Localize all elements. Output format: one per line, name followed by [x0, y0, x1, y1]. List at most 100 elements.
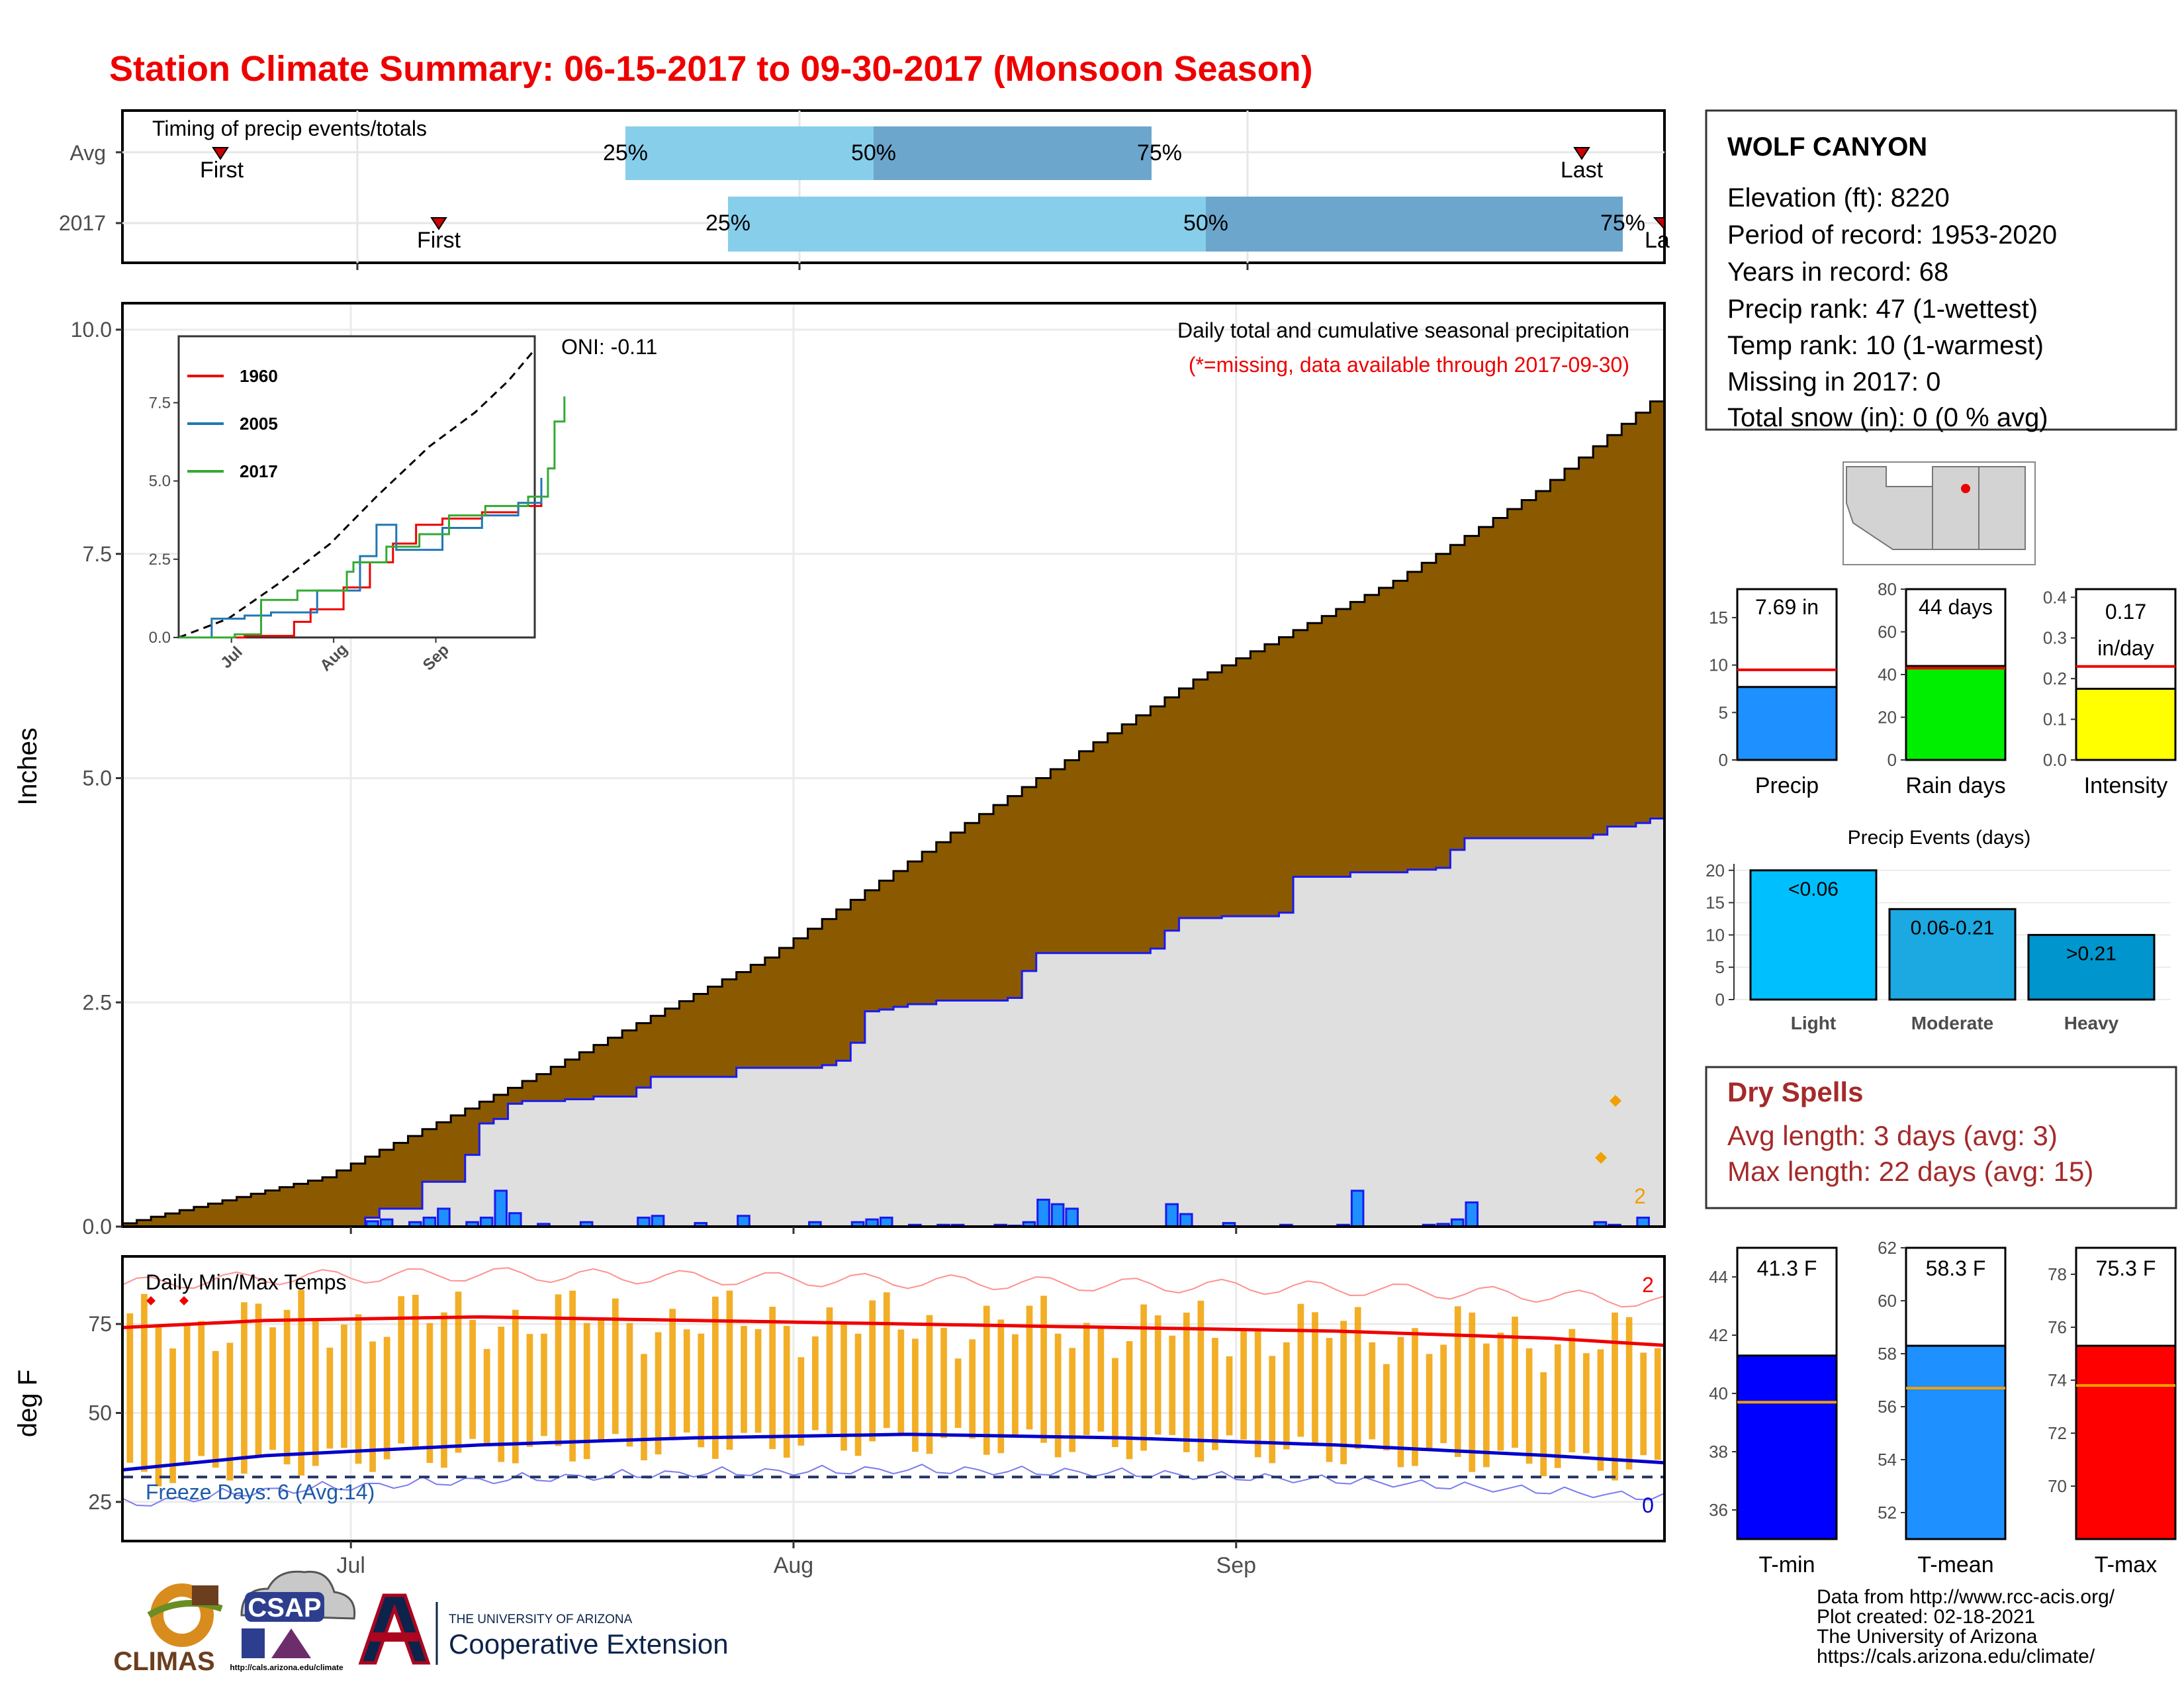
inset-ytick-label: 7.5	[149, 394, 171, 412]
station-line: Period of record: 1953-2020	[1727, 220, 2057, 250]
temp-day-bar	[1040, 1295, 1047, 1443]
inset-legend-label: 2005	[240, 414, 278, 434]
temp-day-bar	[526, 1334, 533, 1447]
csap-logo: CSAP http://cals.arizona.edu/climate	[230, 1570, 356, 1672]
temp-summary-label: T-max	[2095, 1552, 2157, 1577]
mini-bar-ytick: 0.3	[2043, 628, 2067, 648]
temp-title: Daily Min/Max Temps	[146, 1270, 346, 1294]
temp-day-bar	[1440, 1344, 1447, 1444]
station-line: Years in record: 68	[1727, 258, 1948, 287]
temp-summary-chart: 70 72 74 76 78 75.3 F T-max	[2048, 1246, 2177, 1577]
temp-summary-ytick: 78	[2048, 1264, 2067, 1284]
temp-day-bar	[1069, 1348, 1076, 1452]
mini-bar-ytick: 10	[1709, 655, 1728, 675]
timing-avg-first-marker	[212, 147, 229, 160]
mini-bar-ytick: 0	[1888, 750, 1897, 770]
temp-day-bar	[826, 1307, 833, 1434]
temp-day-bar	[1026, 1305, 1033, 1430]
temp-day-bar	[341, 1324, 347, 1448]
dry-spells-box: Dry Spells Avg length: 3 days (avg: 3) M…	[1705, 1066, 2177, 1209]
precip-ytick-label: 7.5	[83, 542, 112, 566]
station-line: Elevation (ft): 8220	[1727, 183, 1950, 212]
temp-day-bar	[626, 1323, 633, 1447]
temp-day-bar	[1197, 1300, 1205, 1462]
temp-day-bar	[712, 1296, 719, 1459]
temp-summary-bar	[1736, 1354, 1838, 1540]
temp-summary-label: T-min	[1759, 1552, 1815, 1577]
daily-precip-bar	[437, 1207, 451, 1228]
precip-note: (*=missing, data available through 2017-…	[1189, 353, 1629, 377]
temp-xtick-label: Jul	[336, 1553, 365, 1578]
temp-day-bar	[1254, 1328, 1261, 1458]
daily-precip-bar	[1050, 1203, 1065, 1228]
timing-panel: Timing of precip events/totals Avg 25% 5…	[59, 109, 1670, 270]
mini-bar-label: Intensity	[2084, 773, 2168, 798]
temp-day-bar	[141, 1293, 148, 1472]
temp-day-bar	[298, 1289, 305, 1476]
timing-avg-p75: 75%	[1137, 140, 1182, 165]
temp-day-bar	[1597, 1349, 1604, 1471]
events-ytick-label: 15	[1706, 893, 1725, 913]
timing-2017-row-label: 2017	[59, 211, 106, 235]
temp-day-bar	[1625, 1317, 1633, 1470]
temp-day-bar	[169, 1348, 176, 1483]
temp-day-bar	[183, 1325, 191, 1465]
temp-day-bar	[1140, 1304, 1147, 1451]
dry-spells-avg: Avg length: 3 days (avg: 3)	[1727, 1120, 2058, 1151]
daily-precip-bar	[1165, 1203, 1179, 1228]
mini-bar	[1905, 665, 2007, 761]
record-max-marker	[179, 1296, 189, 1305]
mini-bar-value: 44 days	[1919, 595, 1993, 619]
daily-precip-bar	[1179, 1213, 1193, 1228]
temp-day-bar	[1269, 1356, 1276, 1464]
temp-summary-ytick: 74	[2048, 1370, 2067, 1390]
timing-2017-bar-q2	[1206, 197, 1623, 252]
mini-bar	[1736, 686, 1838, 761]
events-ytick-label: 10	[1706, 925, 1725, 945]
events-bar-label: >0.21	[2066, 943, 2116, 964]
temp-day-bar	[1126, 1341, 1133, 1460]
temp-day-bar	[1483, 1343, 1490, 1468]
temp-day-bar	[498, 1327, 505, 1462]
record-min-line	[122, 1464, 1665, 1507]
temp-summary-ytick: 56	[1878, 1397, 1897, 1417]
mini-bar-ytick: 80	[1878, 579, 1897, 599]
station-line: Precip rank: 47 (1-wettest)	[1727, 295, 2038, 324]
temp-summary-ytick: 40	[1709, 1383, 1728, 1403]
temp-day-bar	[555, 1294, 562, 1446]
temp-day-bar	[198, 1321, 205, 1456]
temp-day-bar	[1283, 1342, 1290, 1450]
events-category-label: Moderate	[1911, 1013, 1993, 1033]
temp-day-bar	[212, 1350, 219, 1468]
temp-day-bar	[1525, 1348, 1533, 1464]
temp-max-count: 2	[1642, 1273, 1654, 1297]
station-line: Missing in 2017: 0	[1727, 367, 1940, 397]
daily-precip-bar	[422, 1216, 437, 1228]
precip-header: Daily total and cumulative seasonal prec…	[1177, 318, 1629, 342]
timing-2017-bar-q1	[728, 197, 1206, 252]
daily-precip-bar	[879, 1216, 893, 1228]
temp-xtick-label: Aug	[774, 1553, 814, 1578]
temp-day-bar	[1240, 1330, 1247, 1440]
temp-day-bar	[412, 1294, 419, 1447]
precip-ytick-label: 2.5	[83, 990, 112, 1014]
missing-marker	[1595, 1152, 1607, 1164]
daily-precip-bar	[494, 1190, 508, 1228]
footer-line: Data from http://www.rcc-acis.org/	[1817, 1586, 2115, 1608]
mini-bar-chart: 0 20 40 60 80 44 days Rain days	[1878, 579, 2007, 798]
timing-2017-p75: 75%	[1600, 211, 1645, 236]
temp-day-bar	[441, 1312, 447, 1468]
mini-bar-value-unit: in/day	[2097, 636, 2154, 660]
temp-day-bar	[1569, 1329, 1576, 1452]
inset-ytick-label: 0.0	[149, 629, 171, 647]
daily-temp-bars	[126, 1289, 1661, 1487]
temp-day-bar	[854, 1333, 862, 1456]
temp-day-bar	[1454, 1306, 1461, 1458]
temp-day-bar	[683, 1329, 690, 1433]
temp-day-bar	[1469, 1312, 1476, 1472]
timing-avg-first: First	[200, 158, 244, 183]
station-line: Total snow (in): 0 (0 % avg)	[1727, 403, 2048, 432]
temp-summary-chart: 36 38 40 42 44 41.3 F T-min	[1709, 1246, 1838, 1577]
daily-precip-bar	[1350, 1190, 1365, 1228]
temp-day-bar	[1540, 1372, 1547, 1477]
